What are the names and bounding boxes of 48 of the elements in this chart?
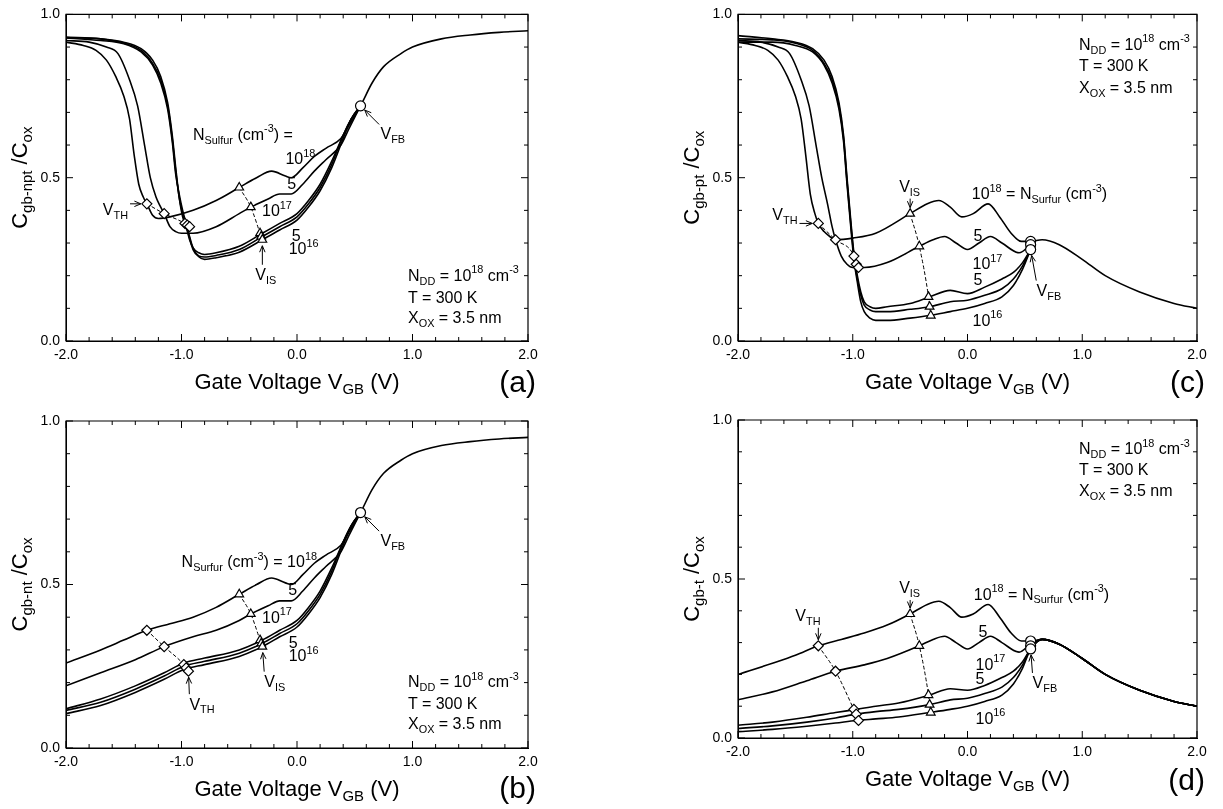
y-tick-label: 0.5 xyxy=(712,168,733,185)
annotation: 5 xyxy=(288,633,298,651)
annotation: T = 300 K xyxy=(1079,56,1149,74)
annotation: T = 300 K xyxy=(1079,461,1149,479)
x-tick-label: -1.0 xyxy=(169,346,194,363)
x-tick-label: 0.0 xyxy=(287,753,307,770)
x-tick-label: -1.0 xyxy=(840,743,866,760)
x-tick-label: -1.0 xyxy=(840,346,866,363)
y-tick-label: 0.5 xyxy=(712,569,733,586)
y-tick-label: 0.5 xyxy=(40,575,61,592)
x-tick-label: -2.0 xyxy=(53,753,79,770)
y-tick-label: 0.0 xyxy=(712,728,733,745)
x-tick-label: 1.0 xyxy=(402,753,423,770)
text: (a) xyxy=(499,364,537,398)
y-tick-label: 1.0 xyxy=(712,5,733,22)
text: (b) xyxy=(499,771,537,805)
x-tick-label: 1.0 xyxy=(1072,743,1093,760)
x-tick-label: 2.0 xyxy=(1187,346,1207,363)
y-axis-title: Cgb-npt /Cox xyxy=(7,126,36,229)
x-tick-label: -2.0 xyxy=(53,346,79,363)
annotation: 5 xyxy=(973,270,983,288)
x-tick-label: 2.0 xyxy=(518,346,538,363)
y-tick-label: 0.0 xyxy=(712,331,733,348)
x-tick-label: 2.0 xyxy=(1187,743,1207,760)
x-tick-label: -1.0 xyxy=(169,753,194,770)
y-tick-label: 1.0 xyxy=(40,411,61,428)
x-tick-label: 2.0 xyxy=(518,753,538,770)
y-tick-label: 1.0 xyxy=(712,410,733,427)
x-tick-label: 1.0 xyxy=(1072,346,1093,363)
annotation: 5 xyxy=(973,226,983,244)
text: (d) xyxy=(1168,763,1206,797)
y-axis-title: Cgb-t /Cox xyxy=(679,535,708,622)
annotation: T = 300 K xyxy=(408,288,478,306)
y-axis-title: Cgb-nt /Cox xyxy=(7,537,36,632)
x-tick-label: 1.0 xyxy=(402,346,423,363)
text: (c) xyxy=(1170,364,1205,398)
x-tick-label: 0.0 xyxy=(957,346,978,363)
y-tick-label: 0.0 xyxy=(40,331,61,348)
x-tick-label: -2.0 xyxy=(725,743,751,760)
y-axis-title: Cgb-pt /Cox xyxy=(679,130,708,225)
annotation: 5 xyxy=(978,623,988,641)
x-tick-label: 0.0 xyxy=(287,346,307,363)
x-tick-label: 0.0 xyxy=(957,743,978,760)
annotation: 5 xyxy=(975,669,985,687)
y-tick-label: 0.5 xyxy=(40,168,61,185)
annotation: T = 300 K xyxy=(408,695,478,713)
x-tick-label: -2.0 xyxy=(725,346,751,363)
y-tick-label: 1.0 xyxy=(40,5,61,22)
